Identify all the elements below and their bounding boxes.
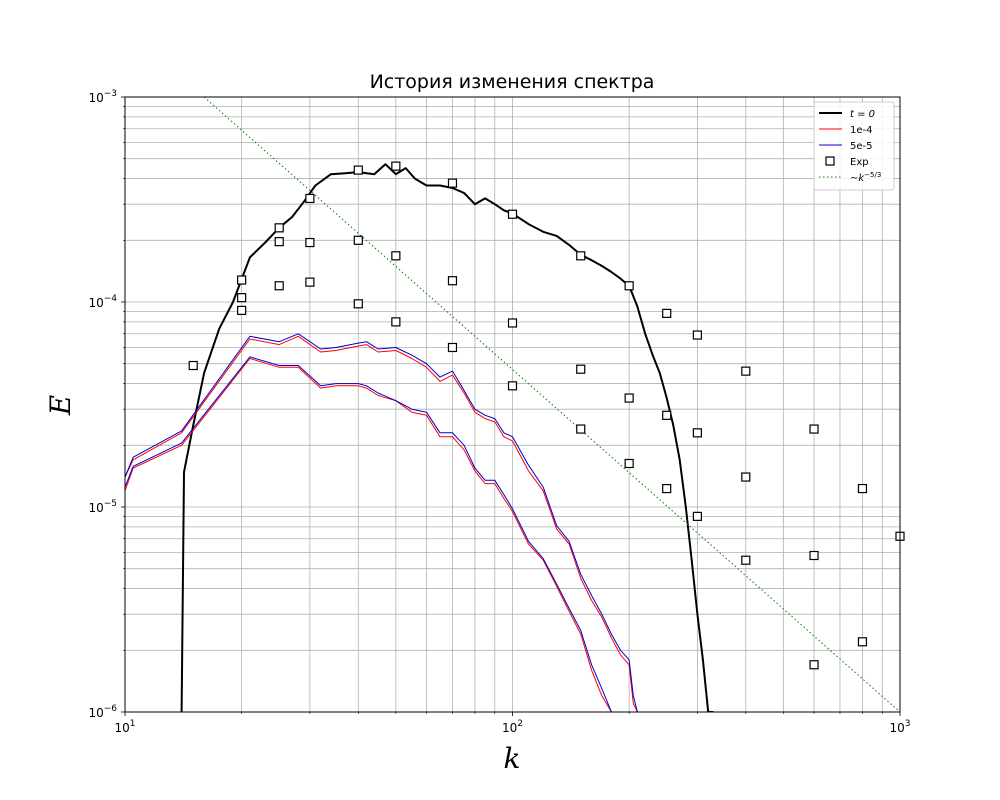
x-axis-ticks: 101 102 103 (114, 712, 911, 735)
exp-marker (857, 483, 868, 494)
exp-marker (353, 299, 363, 309)
exp-marker (391, 161, 401, 171)
exp-marker (662, 308, 672, 318)
y-tick-label: 10−4 (88, 294, 117, 310)
x-tick-label: 101 (114, 719, 135, 735)
exp-marker (576, 424, 586, 434)
exp-marker (809, 660, 819, 670)
exp-marker (624, 281, 634, 291)
exp-marker (274, 281, 284, 291)
series-line (125, 358, 612, 712)
exp-marker (692, 428, 702, 438)
series-line (125, 333, 638, 712)
exp-marker (809, 550, 819, 561)
exp-marker (274, 237, 284, 247)
exp-marker (353, 235, 363, 245)
exp-marker (305, 277, 315, 287)
legend-swatch-marker (825, 156, 835, 166)
plot-series-group (125, 97, 900, 712)
y-axis-ticks: 10−6 10−5 10−4 10−3 (88, 89, 125, 720)
exp-marker (447, 276, 458, 286)
exp-marker (624, 458, 634, 469)
legend-label: 5e-5 (850, 141, 873, 152)
y-tick-label: 10−5 (88, 499, 117, 515)
y-axis-label: E (44, 395, 77, 416)
exp-marker (447, 178, 458, 188)
exp-marker (188, 360, 198, 371)
grid (124, 97, 900, 713)
exp-marker (305, 237, 315, 248)
legend-label: t = 0 (850, 109, 875, 120)
exp-marker (353, 165, 363, 175)
y-tick-label: 10−3 (88, 89, 117, 105)
exp-marker (662, 483, 672, 494)
chart-title: История изменения спектра (370, 71, 655, 93)
exp-marker (507, 209, 518, 219)
exp-marker (809, 424, 819, 434)
exp-marker (741, 555, 751, 565)
exp-marker (274, 223, 284, 233)
exp-marker (305, 193, 315, 204)
legend-box (813, 101, 895, 191)
legend-label: Exp (850, 157, 869, 168)
exp-marker (692, 330, 702, 340)
exp-marker (507, 318, 518, 328)
exp-marker (237, 305, 247, 315)
exp-marker (447, 342, 458, 353)
exp-marker (857, 637, 868, 647)
series-line (125, 335, 638, 712)
x-axis-label: k (504, 742, 521, 775)
exp-marker (741, 366, 751, 376)
exp-marker (507, 381, 518, 391)
exp-marker (237, 293, 247, 303)
exp-marker (692, 511, 702, 521)
x-tick-label: 102 (502, 719, 523, 735)
x-tick-label: 103 (889, 719, 910, 735)
series-line (125, 356, 612, 712)
exp-marker (237, 275, 247, 285)
exp-marker (662, 410, 672, 420)
series-line (203, 97, 900, 712)
legend-label: 1e-4 (850, 125, 873, 136)
exp-marker (741, 472, 751, 482)
series-line (180, 163, 714, 712)
exp-marker (391, 251, 401, 261)
exp-marker (576, 251, 586, 261)
legend-label: ∼k−5/3 (850, 171, 881, 184)
exp-marker (576, 364, 586, 374)
exp-marker (624, 393, 634, 403)
legend: t = 0 1e-4 5e-5 Exp ∼k−5/3 (813, 101, 895, 191)
exp-marker (391, 317, 401, 327)
y-tick-label: 10−6 (88, 704, 117, 720)
